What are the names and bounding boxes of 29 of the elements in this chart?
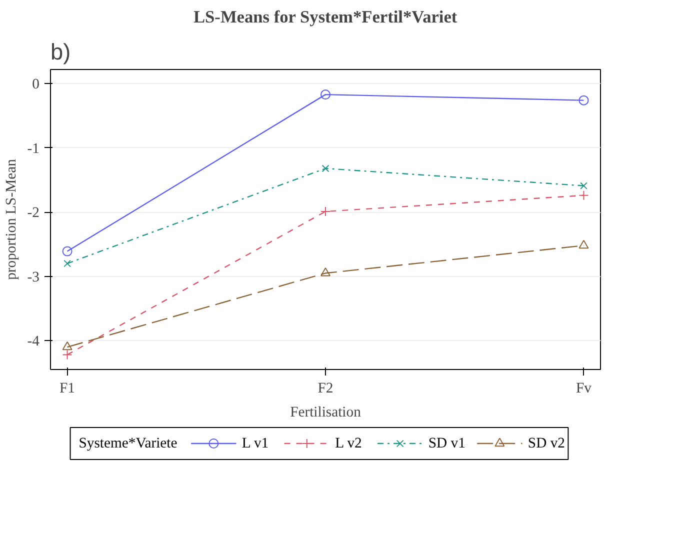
x-tick-label: Fv <box>576 380 592 396</box>
x-tick-label: F2 <box>318 380 334 396</box>
y-tick-label: -1 <box>27 140 40 157</box>
y-tick-label: 0 <box>32 76 40 93</box>
text: b) <box>50 38 71 64</box>
point <box>322 164 330 172</box>
point <box>62 341 72 350</box>
y-axis-title: proportion LS-Mean <box>3 158 20 280</box>
legend-label: L v1 <box>242 436 269 452</box>
point <box>62 246 72 256</box>
point <box>578 240 589 249</box>
y-tick-label: -4 <box>27 334 40 350</box>
legend-label: L v2 <box>335 436 362 452</box>
x-axis-title: Fertilisation <box>290 404 362 420</box>
y-tick-label: -3 <box>27 269 40 286</box>
y-tick-label: -2 <box>27 205 40 222</box>
chart-title: LS-Means for System*Fertil*Variet <box>193 8 458 26</box>
point <box>320 267 330 276</box>
point <box>578 190 589 200</box>
legend-label: SD v2 <box>528 436 565 452</box>
point <box>320 90 330 100</box>
point <box>62 350 72 360</box>
point <box>578 95 589 106</box>
point <box>64 260 71 268</box>
legend-label: SD v1 <box>428 436 466 452</box>
legend-title: Systeme*Variete <box>78 436 178 452</box>
point <box>320 206 330 216</box>
point <box>580 182 588 190</box>
x-tick-label: F1 <box>60 380 76 396</box>
